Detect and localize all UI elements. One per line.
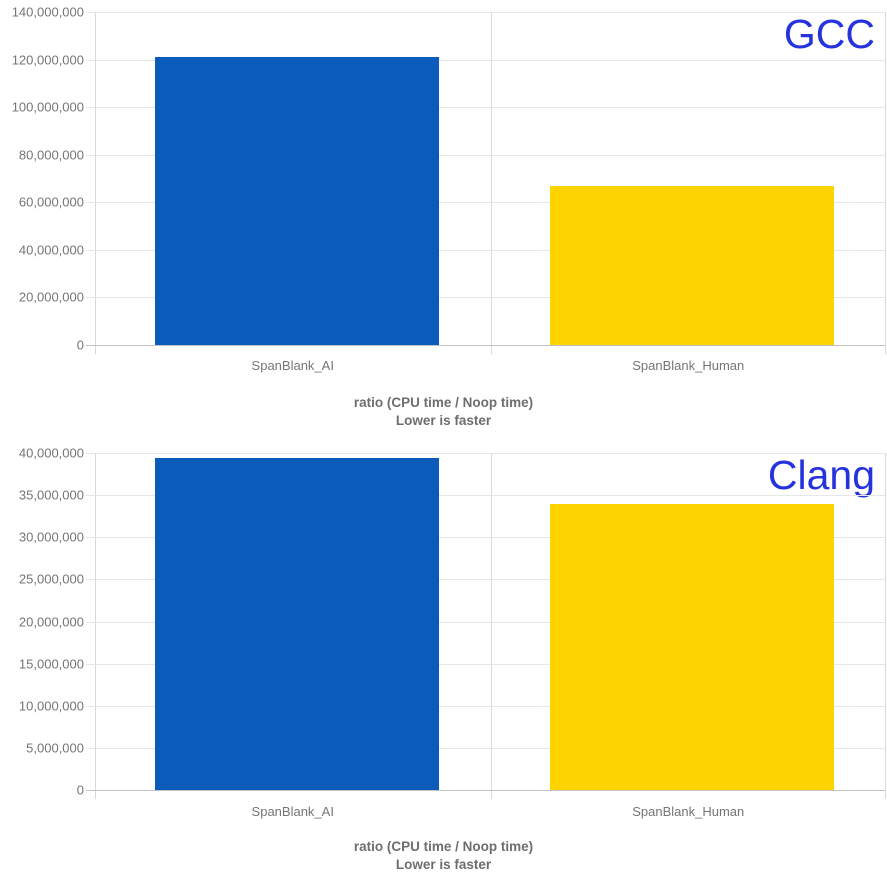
y-gridline bbox=[86, 453, 885, 454]
y-gridline bbox=[86, 747, 885, 749]
y-tick-label: 0 bbox=[76, 782, 84, 798]
x-axis-title-line1: ratio (CPU time / Noop time) bbox=[353, 395, 534, 410]
plot-area-clang: Clang bbox=[86, 452, 886, 799]
y-axis-clang: 0 5,000,000 10,000,000 15,000,000 20,000,000… bbox=[0, 446, 84, 798]
chart-title-clang: Clang bbox=[767, 452, 875, 498]
y-tick-label: 20,000,000 bbox=[18, 289, 84, 305]
chart-title-gcc: GCC bbox=[783, 11, 875, 57]
y-tick-label: 40,000,000 bbox=[18, 445, 84, 461]
y-gridline bbox=[86, 495, 885, 497]
x-axis-tick bbox=[95, 790, 96, 799]
bar-spanblank_ai bbox=[155, 458, 440, 790]
y-tick-label: 80,000,000 bbox=[18, 147, 84, 163]
y-tick-label: 100,000,000 bbox=[11, 99, 84, 115]
y-gridline bbox=[86, 202, 885, 204]
y-tick-label: 120,000,000 bbox=[11, 52, 84, 68]
y-tick-label: 10,000,000 bbox=[18, 698, 84, 714]
y-gridline bbox=[86, 59, 885, 61]
y-gridline bbox=[86, 537, 885, 539]
y-tick-label: 60,000,000 bbox=[18, 194, 84, 210]
y-gridline bbox=[86, 249, 885, 251]
plot-area-gcc: GCC bbox=[86, 11, 886, 354]
x-axis-title-line1: ratio (CPU time / Noop time) bbox=[353, 839, 534, 854]
y-gridline bbox=[86, 297, 885, 299]
x-category-labels-gcc: SpanBlank_AI SpanBlank_Human bbox=[95, 358, 886, 373]
x-axis-baseline bbox=[86, 790, 885, 791]
bar-spanblank_human bbox=[549, 503, 834, 790]
x-axis-title-clang: ratio (CPU time / Noop time) Lower is fa… bbox=[0, 838, 887, 874]
x-category-label: SpanBlank_Human bbox=[632, 804, 745, 819]
x-category-labels-clang: SpanBlank_AI SpanBlank_Human bbox=[95, 804, 886, 819]
y-tick-label: 5,000,000 bbox=[26, 740, 84, 756]
y-tick-label: 20,000,000 bbox=[18, 614, 84, 629]
y-tick-label: 140,000,000 bbox=[11, 4, 84, 20]
x-axis-baseline bbox=[86, 345, 885, 346]
y-gridline bbox=[86, 705, 885, 707]
bar-spanblank_ai bbox=[155, 57, 440, 345]
x-axis-title-line2: Lower is faster bbox=[395, 413, 492, 428]
y-gridline bbox=[86, 663, 885, 665]
x-axis-title-line2: Lower is faster bbox=[395, 857, 492, 872]
y-gridline bbox=[86, 621, 885, 623]
x-category-label: SpanBlank_AI bbox=[251, 358, 334, 373]
x-axis-tick bbox=[885, 790, 886, 799]
y-tick-label: 0 bbox=[76, 337, 84, 353]
y-tick-label: 15,000,000 bbox=[18, 656, 84, 672]
y-tick-label: 25,000,000 bbox=[18, 571, 84, 587]
x-axis-tick bbox=[490, 345, 492, 354]
bar-spanblank_human bbox=[549, 185, 834, 345]
category-divider-line bbox=[490, 12, 492, 345]
x-category-label: SpanBlank_AI bbox=[251, 804, 334, 819]
x-axis-tick bbox=[885, 345, 886, 354]
y-gridline bbox=[86, 12, 885, 13]
y-tick-label: 40,000,000 bbox=[18, 242, 84, 258]
y-axis-gcc: 0 20,000,000 40,000,000 60,000,000 80,000,00… bbox=[0, 5, 84, 353]
y-gridline bbox=[86, 107, 885, 109]
y-tick-label: 35,000,000 bbox=[18, 487, 84, 503]
x-category-label: SpanBlank_Human bbox=[632, 358, 745, 373]
chart-gcc: 0 20,000,000 40,000,000 60,000,000 80,000,00… bbox=[0, 0, 887, 437]
x-axis-title-gcc: ratio (CPU time / Noop time) Lower is fa… bbox=[0, 394, 887, 430]
chart-clang: 0 5,000,000 10,000,000 15,000,000 20,000,000… bbox=[0, 440, 887, 886]
y-tick-label: 30,000,000 bbox=[18, 529, 84, 545]
y-gridline bbox=[86, 154, 885, 156]
x-axis-tick bbox=[490, 790, 492, 799]
x-axis-tick bbox=[95, 345, 96, 354]
y-gridline bbox=[86, 579, 885, 581]
